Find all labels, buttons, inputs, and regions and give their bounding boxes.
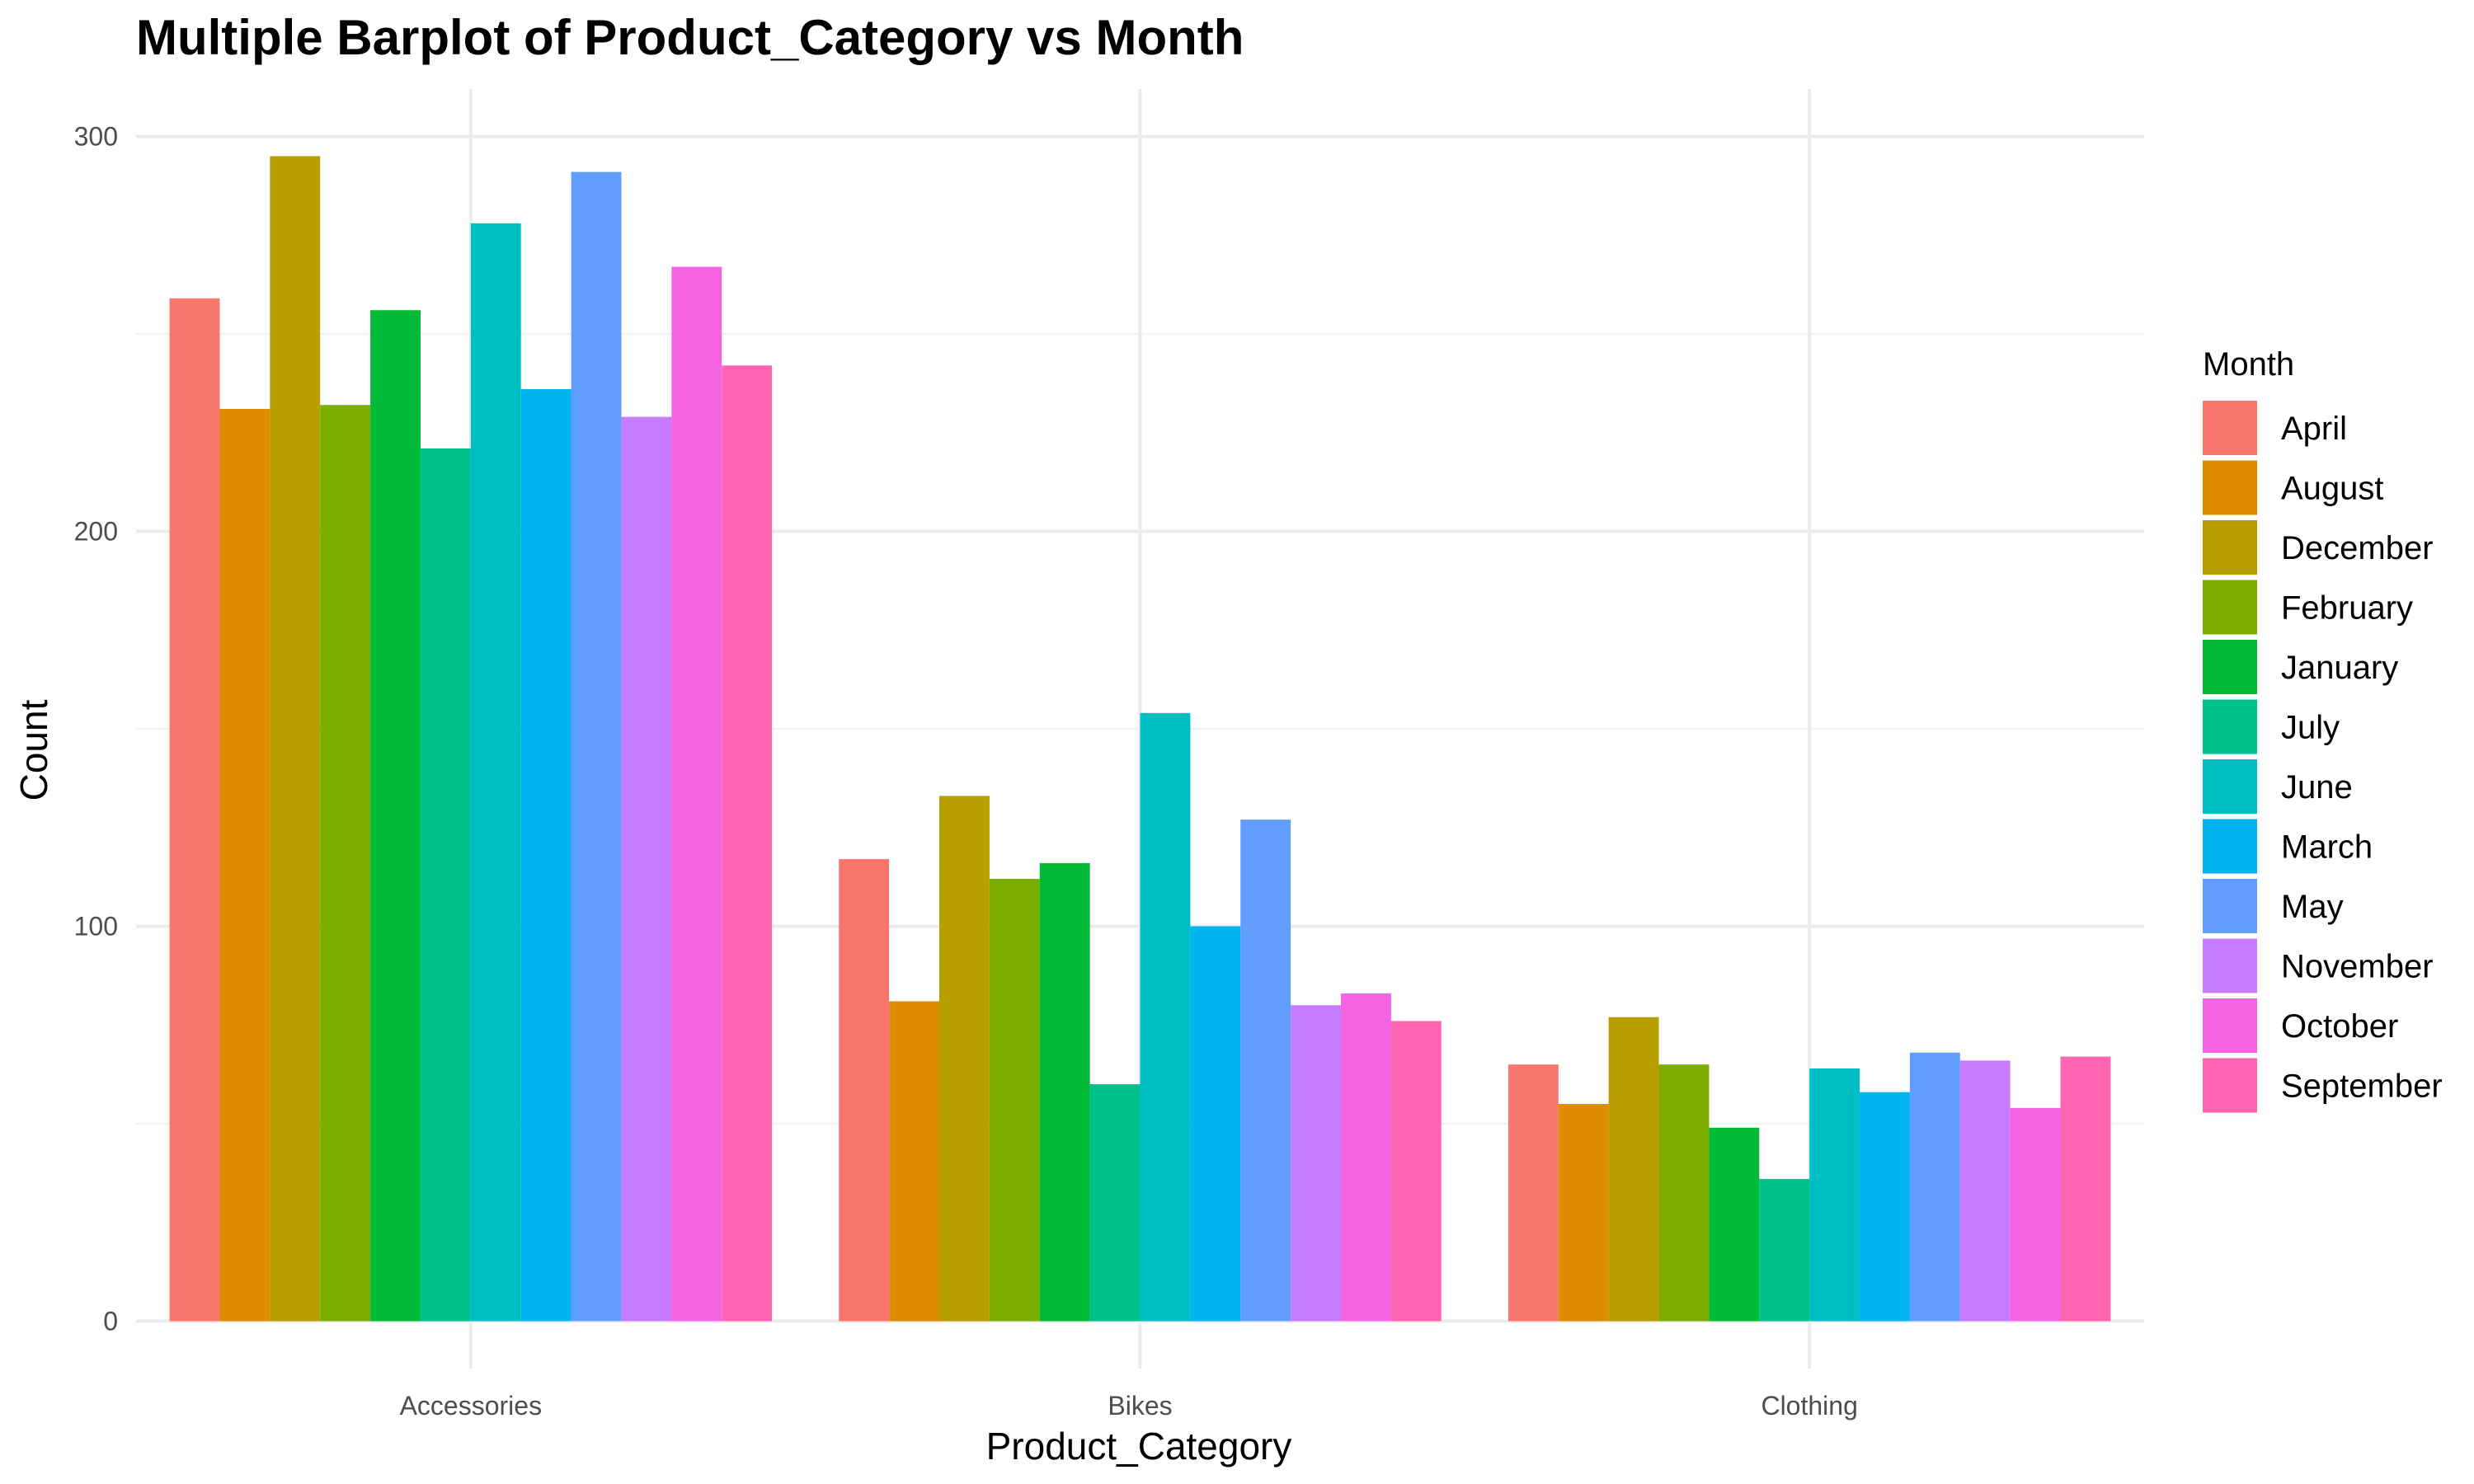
bar (2060, 1056, 2111, 1322)
legend-title: Month (2203, 346, 2294, 383)
x-axis-title: Product_Category (986, 1425, 1292, 1468)
legend-label: April (2281, 411, 2347, 447)
bar (169, 298, 220, 1322)
legend-item: January (2203, 640, 2398, 694)
legend-label: May (2281, 889, 2344, 925)
bar (722, 365, 773, 1322)
legend-label: March (2281, 829, 2373, 866)
bar (1240, 819, 1291, 1322)
legend-key (2203, 699, 2257, 754)
bar (1709, 1127, 1760, 1322)
legend-key (2203, 460, 2257, 515)
legend-label: July (2281, 710, 2340, 746)
legend-key (2203, 759, 2257, 814)
legend-key (2203, 998, 2257, 1053)
bar (270, 156, 321, 1322)
bar (839, 859, 890, 1322)
bar (420, 448, 471, 1322)
bar (1341, 993, 1391, 1322)
legend-label: January (2281, 650, 2398, 686)
legend-key (2203, 879, 2257, 933)
x-axis-ticks: Accessories Bikes Clothing (400, 1391, 1858, 1421)
legend-item: July (2203, 699, 2340, 754)
legend-key (2203, 640, 2257, 694)
legend-label: October (2281, 1008, 2398, 1045)
y-tick-label: 0 (103, 1307, 118, 1336)
legend-item: August (2203, 460, 2384, 515)
bar (1860, 1092, 1910, 1322)
bar (1190, 926, 1241, 1322)
legend-label: June (2281, 769, 2353, 805)
bar (1291, 1005, 1341, 1322)
legend-key (2203, 520, 2257, 575)
bar (1909, 1052, 1960, 1322)
bars (169, 156, 2111, 1322)
bar (1759, 1179, 1810, 1322)
legend-key (2203, 938, 2257, 993)
bar (1809, 1068, 1860, 1322)
legend-item: March (2203, 819, 2373, 874)
bar (1608, 1017, 1659, 1322)
y-tick-label: 100 (74, 912, 118, 942)
legend-key (2203, 580, 2257, 635)
legend-key (2203, 819, 2257, 874)
x-tick-label: Clothing (1761, 1391, 1857, 1421)
legend-label: November (2281, 949, 2434, 985)
bar (470, 223, 521, 1322)
chart-title: Multiple Barplot of Product_Category vs … (136, 10, 1244, 65)
bar (889, 1001, 939, 1322)
legend-label: August (2281, 471, 2384, 507)
bar (520, 389, 571, 1322)
legend-item: September (2203, 1058, 2443, 1113)
bar (1089, 1084, 1141, 1322)
legend-label: December (2281, 530, 2434, 566)
bar (2010, 1107, 2061, 1322)
legend-items: April August December February January July Ju… (2203, 401, 2443, 1113)
y-tick-label: 300 (74, 121, 118, 151)
legend-item: October (2203, 998, 2398, 1053)
legend-key (2203, 1058, 2257, 1113)
bar (1959, 1060, 2011, 1322)
legend-item: April (2203, 401, 2347, 455)
legend-item: June (2203, 759, 2353, 814)
bar (320, 405, 371, 1322)
bar (219, 409, 270, 1322)
bar (989, 879, 1040, 1322)
bar (370, 310, 421, 1322)
bar (571, 171, 622, 1322)
bar (1658, 1064, 1710, 1322)
legend: Month April August December February January… (2203, 346, 2443, 1113)
legend-key (2203, 401, 2257, 455)
y-axis-title: Count (12, 699, 55, 801)
bar (1390, 1021, 1442, 1322)
x-tick-label: Accessories (400, 1391, 543, 1421)
bar (1558, 1104, 1609, 1322)
bar (939, 796, 990, 1322)
legend-label: February (2281, 590, 2413, 627)
y-axis-ticks: 0 100 200 300 (74, 121, 118, 1336)
legend-item: November (2203, 938, 2434, 993)
legend-item: May (2203, 879, 2344, 933)
bar (1507, 1064, 1559, 1322)
bar (621, 416, 672, 1322)
bar (671, 266, 722, 1322)
legend-item: February (2203, 580, 2413, 635)
legend-label: September (2281, 1068, 2443, 1105)
bar (1140, 712, 1191, 1322)
x-tick-label: Bikes (1108, 1391, 1172, 1421)
legend-item: December (2203, 520, 2434, 575)
bar (1039, 862, 1090, 1322)
y-tick-label: 200 (74, 516, 118, 546)
